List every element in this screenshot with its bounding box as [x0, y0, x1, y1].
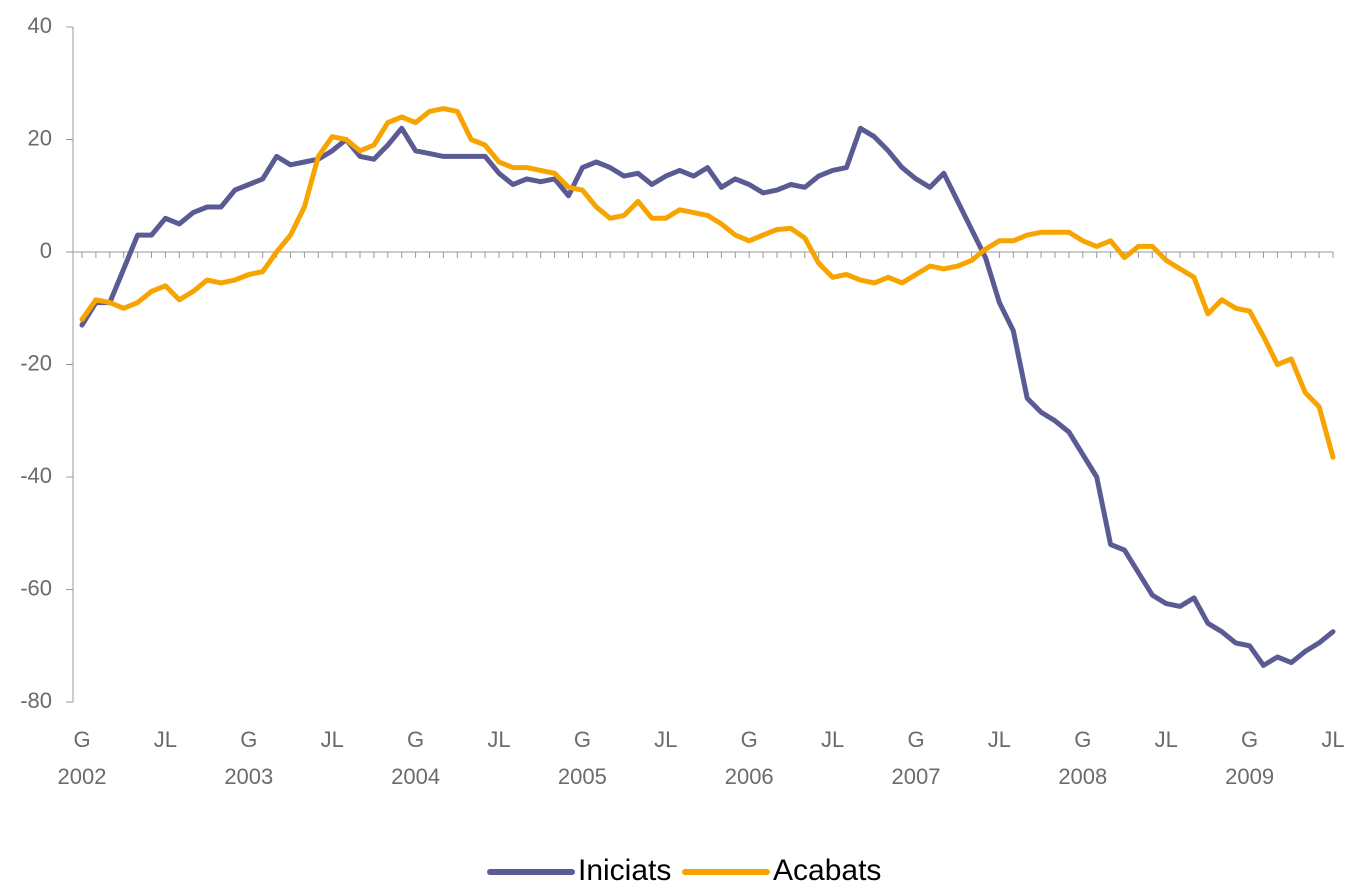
y-tick-label: 20 — [28, 125, 52, 150]
year-label: 2006 — [725, 764, 774, 789]
x-tick-label: JL — [1155, 727, 1178, 752]
x-tick-label: G — [574, 727, 591, 752]
y-tick-label: 0 — [40, 238, 52, 263]
x-tick-label: JL — [654, 727, 677, 752]
x-tick-label: G — [73, 727, 90, 752]
x-tick-label: JL — [988, 727, 1011, 752]
x-tick-label: G — [407, 727, 424, 752]
year-label: 2005 — [558, 764, 607, 789]
x-tick-label: G — [240, 727, 257, 752]
x-tick-label: JL — [1321, 727, 1344, 752]
x-tick-label: G — [741, 727, 758, 752]
year-label: 2003 — [224, 764, 273, 789]
x-tick-label: JL — [487, 727, 510, 752]
y-tick-label: -80 — [20, 688, 52, 713]
series-line — [79, 106, 1336, 460]
x-tick-label: G — [1241, 727, 1258, 752]
y-tick-label: 40 — [28, 13, 52, 38]
x-tick-label: G — [907, 727, 924, 752]
legend-label: Iniciats — [578, 854, 671, 887]
year-label: 2007 — [892, 764, 941, 789]
x-tick-label: G — [1074, 727, 1091, 752]
legend-label: Acabats — [773, 854, 881, 887]
y-tick-label: -60 — [20, 575, 52, 600]
year-label: 2008 — [1058, 764, 1107, 789]
year-label: 2009 — [1225, 764, 1274, 789]
year-label: 2002 — [58, 764, 107, 789]
y-tick-label: -40 — [20, 463, 52, 488]
series-line — [79, 125, 1336, 668]
y-tick-label: -20 — [20, 350, 52, 375]
x-tick-label: JL — [154, 727, 177, 752]
year-label: 2004 — [391, 764, 440, 789]
x-tick-label: JL — [321, 727, 344, 752]
x-tick-label: JL — [821, 727, 844, 752]
